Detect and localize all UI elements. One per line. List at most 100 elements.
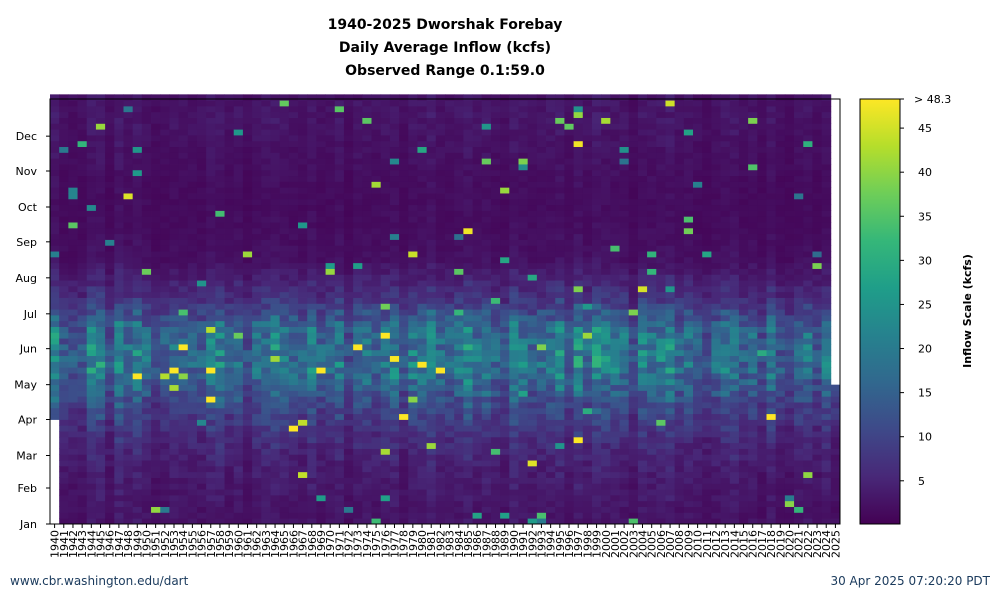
heatmap-cell — [417, 233, 428, 240]
heatmap-cell — [95, 367, 106, 374]
heatmap-cell — [206, 158, 216, 165]
heatmap-cell — [169, 262, 180, 269]
heatmap-cell — [233, 407, 244, 415]
heatmap-cell — [656, 297, 666, 304]
heatmap-cell — [518, 489, 529, 496]
heatmap-cell — [343, 251, 354, 258]
heatmap-cell — [380, 233, 391, 240]
heatmap-cell — [445, 216, 455, 223]
heatmap-cell — [288, 280, 299, 287]
heatmap-cell — [628, 349, 639, 357]
heatmap-cell — [647, 152, 657, 159]
heatmap-cell — [619, 483, 630, 490]
heatmap-cell — [187, 367, 198, 374]
heatmap-cell — [371, 285, 382, 293]
heatmap-cell — [628, 297, 639, 304]
heatmap-cell — [546, 390, 556, 397]
heatmap-cell — [500, 349, 510, 357]
heatmap-cell — [481, 489, 492, 496]
heatmap-cell — [610, 105, 620, 113]
heatmap-cell — [252, 256, 262, 264]
heatmap-cell — [637, 518, 648, 525]
heatmap-cell — [371, 140, 382, 148]
heatmap-cell — [454, 297, 464, 304]
heatmap-cell — [518, 373, 529, 380]
heatmap-cell — [233, 390, 244, 397]
heatmap-cell — [123, 193, 134, 200]
heatmap-cell — [279, 361, 290, 368]
heatmap-cell — [518, 245, 529, 252]
heatmap-cell — [509, 407, 519, 415]
heatmap-cell — [288, 181, 299, 188]
heatmap-cell — [399, 297, 409, 304]
heatmap-cell — [261, 483, 271, 490]
heatmap-cell — [77, 227, 88, 235]
heatmap-cell — [628, 140, 639, 148]
heatmap-cell — [371, 100, 382, 107]
heatmap-cell — [481, 216, 492, 223]
heatmap-cell — [591, 506, 602, 513]
heatmap-cell — [454, 442, 464, 449]
heatmap-cell — [178, 152, 189, 159]
heatmap-cell — [123, 169, 134, 177]
heatmap-cell — [252, 471, 262, 478]
heatmap-cell — [50, 100, 60, 107]
heatmap-cell — [187, 169, 198, 177]
heatmap-cell — [582, 431, 593, 438]
heatmap-cell — [435, 216, 446, 223]
heatmap-cell — [656, 216, 666, 223]
heatmap-cell — [169, 280, 180, 287]
heatmap-cell — [399, 262, 409, 269]
heatmap-cell — [490, 355, 501, 362]
heatmap-cell — [95, 204, 106, 211]
heatmap-cell — [426, 233, 437, 240]
heatmap-cell — [399, 402, 409, 409]
heatmap-cell — [536, 309, 547, 316]
heatmap-cell — [582, 500, 593, 507]
heatmap-column-1969 — [316, 94, 326, 525]
heatmap-cell — [95, 407, 106, 415]
heatmap-cell — [59, 483, 69, 490]
heatmap-cell — [610, 291, 620, 298]
heatmap-cell — [270, 117, 281, 124]
heatmap-cell — [68, 471, 78, 478]
heatmap-cell — [279, 477, 290, 484]
heatmap-cell — [196, 465, 207, 473]
heatmap-cell — [362, 210, 372, 217]
heatmap-cell — [59, 216, 69, 223]
heatmap-cell — [463, 436, 473, 444]
heatmap-cell — [408, 518, 418, 525]
heatmap-cell — [316, 181, 326, 188]
heatmap-cell — [105, 181, 115, 188]
heatmap-cell — [472, 518, 483, 525]
heatmap-cell — [380, 494, 391, 502]
heatmap-cell — [389, 349, 400, 357]
heatmap-cell — [151, 471, 161, 478]
heatmap-cell — [647, 222, 657, 229]
heatmap-cell — [178, 100, 189, 107]
heatmap-cell — [270, 169, 281, 177]
heatmap-cell — [270, 431, 281, 438]
heatmap-cell — [518, 349, 529, 357]
heatmap-cell — [132, 285, 143, 293]
heatmap-cell — [647, 100, 657, 107]
heatmap-cell — [573, 285, 584, 293]
heatmap-cell — [463, 309, 473, 316]
heatmap-cell — [582, 245, 593, 252]
heatmap-cell — [518, 471, 529, 478]
heatmap-cell — [573, 338, 584, 345]
heatmap-cell — [481, 367, 492, 374]
heatmap-cell — [353, 268, 363, 275]
heatmap-cell — [68, 326, 78, 333]
heatmap-cell — [114, 431, 124, 438]
chart-title: 1940-2025 Dworshak Forebay Daily Average… — [328, 17, 563, 79]
heatmap-cell — [68, 251, 78, 258]
heatmap-cell — [325, 436, 336, 444]
heatmap-cell — [445, 465, 455, 473]
heatmap-cell — [316, 332, 326, 339]
heatmap-cell — [601, 413, 611, 420]
heatmap-cell — [362, 338, 372, 345]
heatmap-cell — [610, 390, 620, 397]
heatmap-cell — [169, 297, 180, 304]
heatmap-cell — [187, 442, 198, 449]
